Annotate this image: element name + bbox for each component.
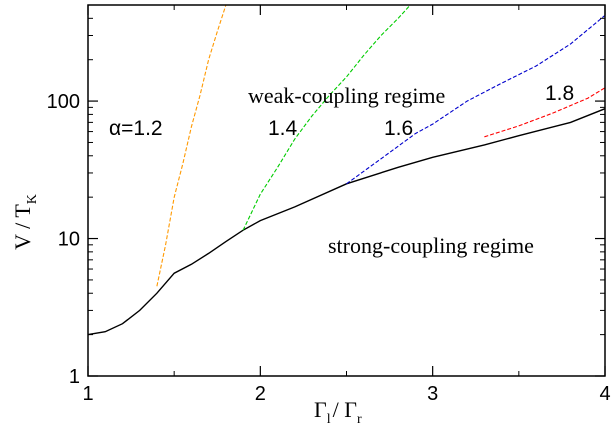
series-line-boundary xyxy=(88,108,605,336)
x-title-main: Γ xyxy=(314,397,327,422)
x-title-sub2: r xyxy=(357,412,362,427)
series-line-alpha-1.4 xyxy=(242,5,411,231)
x-title-sep: / Γ xyxy=(333,397,358,422)
alpha-1.8-label: 1.8 xyxy=(545,82,574,105)
alpha-1.2-label: α=1.2 xyxy=(109,117,163,140)
x-axis-ticks: 1 2 3 4 xyxy=(82,5,611,405)
series-line-alpha-1.2 xyxy=(156,5,227,287)
y-tick-label: 1 xyxy=(69,366,80,388)
y-tick-label: 100 xyxy=(47,91,80,113)
y-title-main: V / T xyxy=(10,204,35,250)
series-line-alpha-1.6 xyxy=(346,14,605,185)
y-title-sub: K xyxy=(25,194,40,204)
x-tick-label: 3 xyxy=(427,383,438,405)
y-axis-ticks: 1 10 100 xyxy=(47,4,605,388)
plot-frame xyxy=(87,4,606,377)
x-axis-title: Γl/ Γr xyxy=(314,397,362,427)
series-line-alpha-1.8 xyxy=(484,87,605,138)
x-tick-label: 1 xyxy=(82,383,93,405)
strong-coupling-annotation: strong-coupling regime xyxy=(328,233,534,258)
y-tick-label: 10 xyxy=(58,229,80,251)
alpha-1.4-label: 1.4 xyxy=(268,117,298,140)
alpha-1.6-label: 1.6 xyxy=(384,117,413,140)
series-layer xyxy=(88,5,605,336)
x-tick-label: 2 xyxy=(255,383,266,405)
x-tick-label: 4 xyxy=(599,383,610,405)
y-axis-title: V / TK xyxy=(10,194,40,250)
x-title-sub1: l xyxy=(327,412,331,427)
weak-coupling-annotation: weak-coupling regime xyxy=(248,83,445,108)
